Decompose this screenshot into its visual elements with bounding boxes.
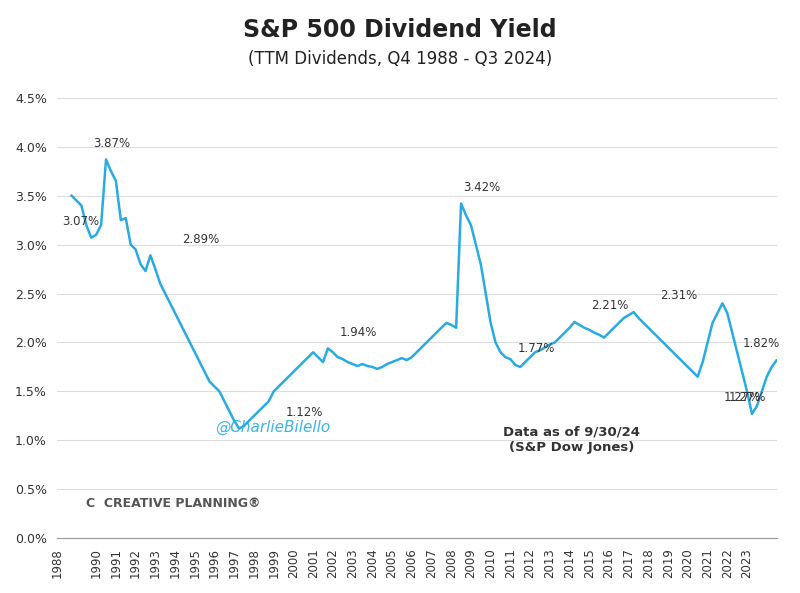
- Text: 1.82%: 1.82%: [743, 337, 780, 350]
- Text: 3.87%: 3.87%: [94, 136, 130, 149]
- Text: 1.12%: 1.12%: [286, 406, 323, 419]
- Text: 1.27%: 1.27%: [723, 391, 761, 404]
- Text: S&P 500 Dividend Yield: S&P 500 Dividend Yield: [243, 18, 557, 42]
- Text: 3.07%: 3.07%: [62, 215, 100, 228]
- Text: 1.27%: 1.27%: [729, 391, 766, 404]
- Text: @CharlieBilello: @CharlieBilello: [215, 420, 330, 435]
- Text: 1.94%: 1.94%: [340, 326, 377, 339]
- Text: 2.21%: 2.21%: [591, 299, 629, 312]
- Text: 2.89%: 2.89%: [182, 232, 219, 246]
- Text: 3.42%: 3.42%: [463, 181, 500, 194]
- Text: 2.31%: 2.31%: [660, 289, 698, 302]
- Text: C  CREATIVE PLANNING®: C CREATIVE PLANNING®: [86, 497, 260, 510]
- Text: Data as of 9/30/24
(S&P Dow Jones): Data as of 9/30/24 (S&P Dow Jones): [503, 426, 640, 454]
- Text: (TTM Dividends, Q4 1988 - Q3 2024): (TTM Dividends, Q4 1988 - Q3 2024): [248, 50, 552, 68]
- Text: 1.77%: 1.77%: [518, 342, 554, 355]
